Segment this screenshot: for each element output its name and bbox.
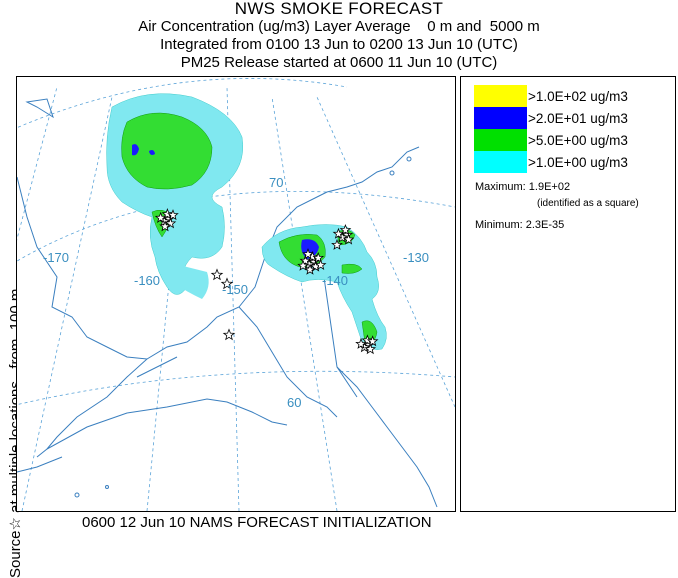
- legend-label-yellow: >1.0E+02 ug/m3: [528, 88, 628, 104]
- source-star-icon: [299, 254, 312, 266]
- source-star-icon: [302, 248, 314, 260]
- source-star-icon: [210, 268, 224, 281]
- legend-maximum-note: (identified as a square): [537, 198, 639, 209]
- lon-label-140: -140: [322, 273, 348, 288]
- source-star-icon: [361, 334, 374, 346]
- lon-label-160: -160: [134, 273, 160, 288]
- lat-label-60: 60: [287, 395, 301, 410]
- subtitle-integration-period: Integrated from 0100 13 Jun to 0200 13 J…: [160, 36, 518, 53]
- source-star-icon: [167, 209, 179, 221]
- lat-70-arc: [17, 190, 455, 262]
- lon-140-line: [271, 96, 338, 511]
- legend-row-green: >5.0E+00 ug/m3: [474, 129, 628, 151]
- source-star-icon: [297, 259, 309, 271]
- legend-row-blue: >2.0E+01 ug/m3: [474, 107, 628, 129]
- legend-label-blue: >2.0E+01 ug/m3: [528, 110, 628, 126]
- lat-60-arc: [17, 370, 455, 406]
- source-star-icon: [222, 328, 236, 341]
- source-star-icon: [159, 220, 171, 232]
- plume-west-high-b: [149, 150, 155, 155]
- source-star-icon: [332, 227, 345, 239]
- source-star-icon: [339, 223, 352, 236]
- subtitle-concentration: Air Concentration (ug/m3) Layer Average …: [138, 18, 540, 35]
- source-markers: [154, 208, 379, 355]
- source-star-icon: [304, 263, 316, 275]
- map-svg: -170 -160 -150 -140 -130 70 60: [17, 78, 455, 511]
- legend-label-green: >5.0E+00 ug/m3: [528, 132, 628, 148]
- source-star-icon: [314, 258, 327, 271]
- legend-panel: >1.0E+02 ug/m3 >2.0E+01 ug/m3 >5.0E+00 u…: [460, 76, 676, 512]
- lon-180-line: [17, 86, 58, 241]
- lon-label-150: -150: [222, 282, 248, 297]
- source-star-icon: [161, 208, 174, 220]
- source-star-icon: [220, 277, 234, 290]
- legend-row-yellow: >1.0E+02 ug/m3: [474, 85, 628, 107]
- legend-maximum: Maximum: 1.9E+02: [475, 181, 571, 193]
- source-star-icon: [154, 211, 167, 223]
- legend-swatch-green: [474, 129, 527, 151]
- source-star-icon: [366, 335, 379, 347]
- map-panel[interactable]: -170 -160 -150 -140 -130 70 60: [16, 76, 456, 512]
- source-star-icon: [342, 233, 355, 245]
- plume-west-tail: [167, 262, 209, 299]
- forecast-initialization-footer: 0600 12 Jun 10 NAMS FORECAST INITIALIZAT…: [82, 514, 432, 531]
- plume-west-high-a: [132, 144, 139, 156]
- lon-label-130: -130: [403, 250, 429, 265]
- legend-row-cyan: >1.0E+00 ug/m3: [474, 151, 628, 173]
- source-star-icon: [364, 343, 377, 355]
- plume-east-mid-c: [341, 263, 363, 274]
- side-label-container: Source☆ at multiple locations from 100 m: [0, 76, 24, 578]
- lon-130-line: [316, 96, 455, 408]
- source-star-icon: [355, 337, 367, 349]
- legend-label-cyan: >1.0E+00 ug/m3: [528, 154, 628, 170]
- lon-150-line: [226, 86, 240, 511]
- legend-swatch-yellow: [474, 85, 527, 107]
- source-star-icon: [164, 217, 177, 229]
- chart-title: NWS SMOKE FORECAST: [234, 0, 444, 18]
- subtitle-release-start: PM25 Release started at 0600 11 Jun 10 (…: [180, 54, 498, 71]
- legend-minimum: Minimum: 2.3E-35: [475, 219, 565, 231]
- legend-swatch-cyan: [474, 151, 527, 173]
- coastline: [17, 98, 438, 508]
- plume-west: [106, 93, 244, 299]
- plume-west-mid: [121, 112, 213, 190]
- lon-170-line: [21, 96, 113, 511]
- lat-label-70: 70: [269, 175, 283, 190]
- lon-label-170: -170: [43, 250, 69, 265]
- source-star-icon: [312, 251, 325, 263]
- source-star-icon: [331, 238, 343, 250]
- legend-swatch-blue: [474, 107, 527, 129]
